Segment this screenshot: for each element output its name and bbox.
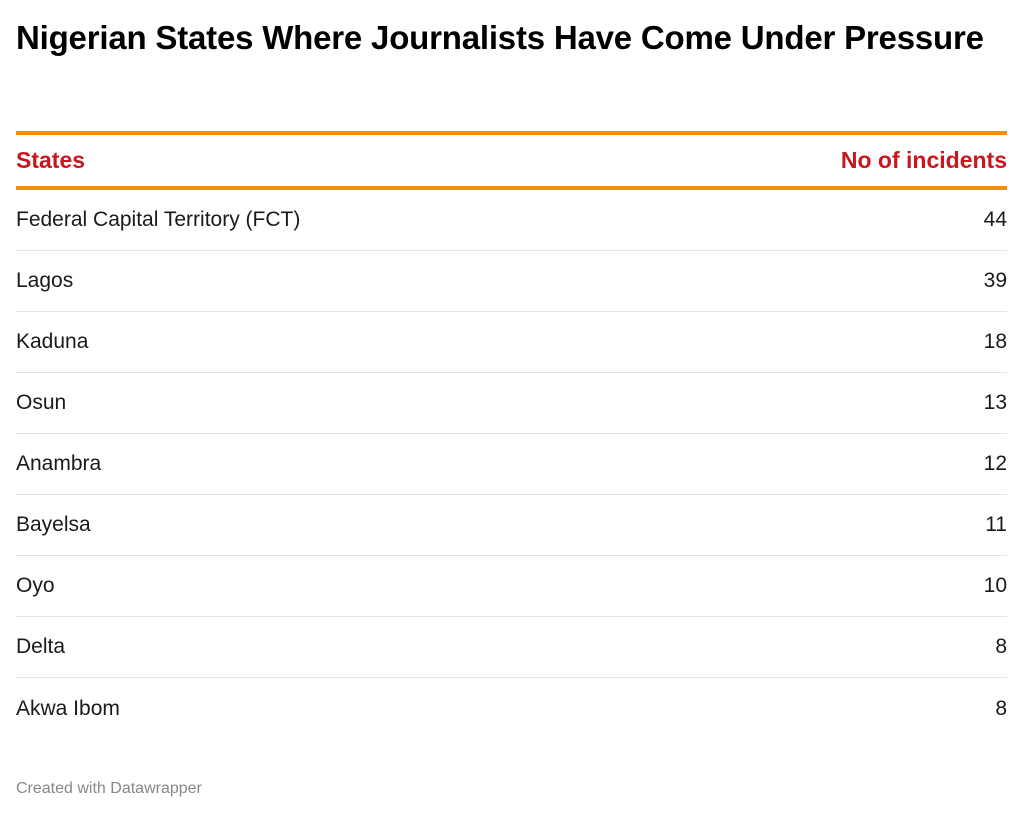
incident-count: 13	[983, 391, 1007, 414]
table-header: States No of incidents	[16, 131, 1007, 190]
footer-credit: Created with Datawrapper	[16, 780, 202, 797]
state-name: Akwa Ibom	[16, 696, 120, 720]
incident-count: 11	[985, 513, 1007, 536]
table-body: Federal Capital Territory (FCT) 44 Lagos 39…	[16, 190, 1007, 739]
chart-title: Nigerian States Where Journalists Have C…	[16, 19, 984, 56]
state-name: Osun	[16, 391, 67, 414]
state-name: Lagos	[16, 269, 74, 292]
state-name: Bayelsa	[16, 513, 91, 536]
state-name: Anambra	[16, 452, 102, 475]
incident-count: 18	[983, 330, 1007, 353]
table-row: Bayelsa 11	[16, 495, 1007, 556]
incident-count: 39	[983, 269, 1007, 292]
incident-count: 44	[983, 208, 1007, 231]
state-name: Delta	[16, 635, 66, 658]
state-name: Oyo	[16, 574, 55, 597]
incident-count: 12	[983, 452, 1007, 475]
state-name: Federal Capital Territory (FCT)	[16, 208, 301, 231]
state-name: Kaduna	[16, 330, 89, 353]
table-row: Anambra 12	[16, 434, 1007, 495]
table-row: Federal Capital Territory (FCT) 44	[16, 190, 1007, 251]
table-row: Akwa Ibom 8	[16, 678, 1007, 739]
column-header-incidents: No of incidents	[840, 147, 1007, 173]
column-header-states: States	[16, 147, 86, 173]
table-row: Lagos 39	[16, 251, 1007, 312]
incident-count: 10	[983, 574, 1007, 597]
table-row: Oyo 10	[16, 556, 1007, 617]
table-row: Osun 13	[16, 373, 1007, 434]
data-table: States No of incidents Federal Capital T…	[16, 131, 1007, 739]
incident-count: 8	[995, 635, 1007, 658]
incident-count: 8	[995, 696, 1007, 720]
table-row: Kaduna 18	[16, 312, 1007, 373]
chart-container: Nigerian States Where Journalists Have C…	[16, 0, 1007, 720]
table-row: Delta 8	[16, 617, 1007, 678]
